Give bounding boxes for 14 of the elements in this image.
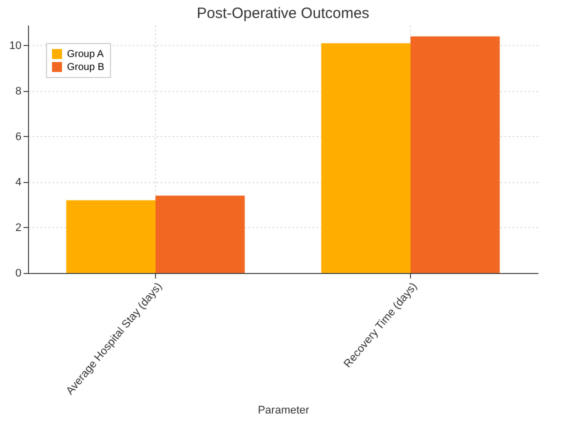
bar — [321, 43, 410, 273]
bar — [156, 196, 245, 273]
y-tick-label: 0 — [15, 268, 22, 280]
y-tick-label: 8 — [15, 85, 22, 98]
y-tick-label: 4 — [15, 176, 22, 188]
chart-title: Post-Operative Outcomes — [196, 5, 370, 22]
x-axis-title: Parameter — [258, 404, 310, 417]
y-tick-label: 2 — [15, 222, 22, 234]
bar — [410, 36, 500, 273]
y-tick-label: 10 — [9, 40, 22, 52]
y-tick-label: 6 — [15, 130, 22, 143]
legend-label: Group A — [67, 49, 104, 60]
bar — [66, 200, 156, 273]
legend-label: Group B — [67, 62, 105, 73]
